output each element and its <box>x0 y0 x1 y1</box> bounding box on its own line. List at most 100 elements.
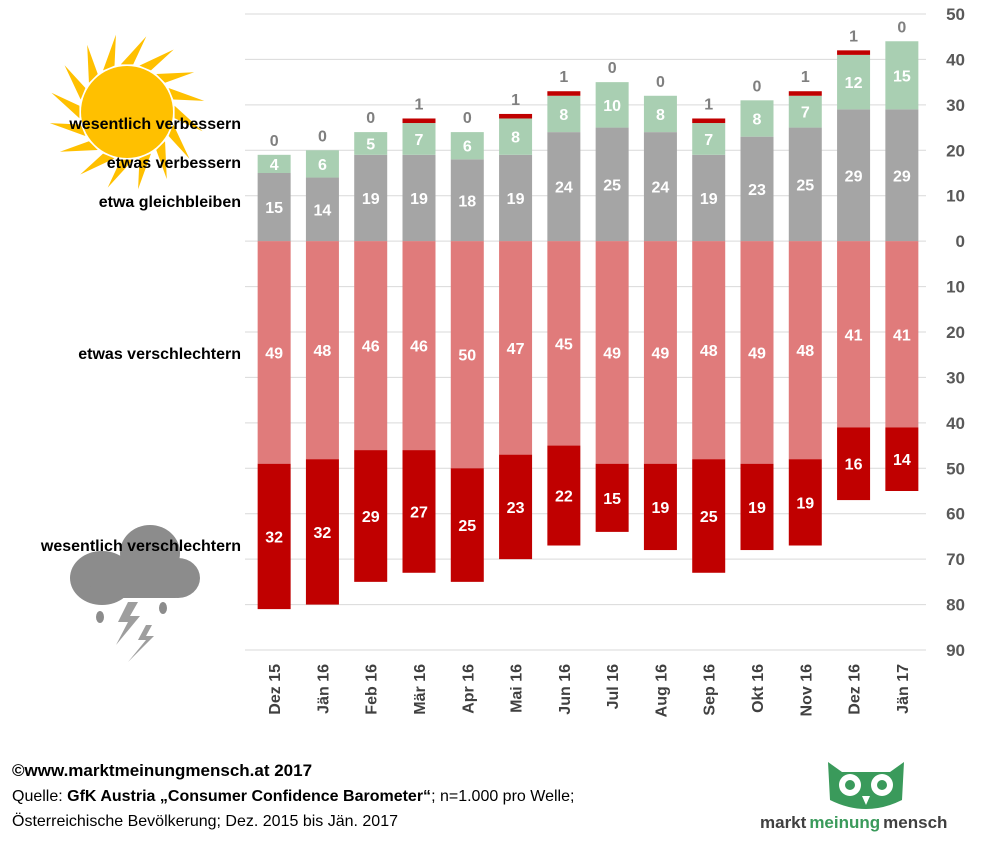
value-label: 6 <box>463 139 472 156</box>
sun-icon <box>49 34 205 190</box>
value-label: 19 <box>410 191 428 208</box>
value-label: 25 <box>603 177 621 194</box>
bar-segment <box>547 132 581 242</box>
bar-segment <box>692 118 726 124</box>
sun-ray <box>168 88 205 101</box>
value-label: 50 <box>458 348 476 365</box>
bar-segment <box>305 150 339 178</box>
x-tick-label: Dez 15 <box>267 664 284 715</box>
bar-segment <box>740 136 774 242</box>
bar-segment <box>595 82 629 128</box>
bar-segment <box>547 241 581 446</box>
bar-segment <box>305 177 339 242</box>
bar-segment <box>788 127 822 242</box>
lightning <box>116 602 140 645</box>
value-label: 6 <box>318 157 327 174</box>
y-tick-label: 30 <box>946 96 965 115</box>
x-tick-label: Sep 16 <box>702 664 719 716</box>
bar-segment <box>402 118 436 124</box>
value-label: 15 <box>603 491 621 508</box>
value-label: 19 <box>748 500 766 517</box>
y-tick-label: 20 <box>946 323 965 342</box>
bar-segment <box>643 463 677 551</box>
legend-label: etwas verschlechtern <box>78 346 241 363</box>
source-line-2: Österreichische Bevölkerung; Dez. 2015 b… <box>12 812 398 830</box>
y-tick-label: 70 <box>946 550 965 569</box>
sun-ray <box>51 92 80 119</box>
bar-segment <box>450 241 484 469</box>
sun-ray <box>156 141 167 180</box>
legend-label: wesentlich verbessern <box>68 116 241 133</box>
value-label: 1 <box>511 92 520 109</box>
bar-segment <box>692 123 726 155</box>
y-tick-label: 90 <box>946 641 965 660</box>
sun-ray <box>59 141 98 152</box>
sun-ray <box>168 124 190 159</box>
logo-part: meinung <box>809 813 880 832</box>
bar-segment <box>499 241 533 455</box>
y-tick-label: 20 <box>946 141 965 160</box>
value-label: 23 <box>748 182 766 199</box>
value-label: 48 <box>700 343 718 360</box>
value-label: 46 <box>362 339 380 356</box>
bar-segment <box>257 241 291 464</box>
value-label: 24 <box>555 180 573 197</box>
bar-segment <box>643 95 677 133</box>
value-label: 8 <box>559 107 568 124</box>
y-tick-label: 50 <box>946 5 965 24</box>
value-label: 4 <box>270 157 279 174</box>
sun-ray <box>156 72 195 83</box>
bar-segment <box>450 132 484 160</box>
value-label: 0 <box>897 19 906 36</box>
value-label: 8 <box>753 111 762 128</box>
value-label: 19 <box>362 191 380 208</box>
value-label: 8 <box>656 107 665 124</box>
source-rest: ; n=1.000 pro Welle; <box>431 788 574 805</box>
value-label: 32 <box>314 525 332 542</box>
y-tick-label: 50 <box>946 459 965 478</box>
value-label: 14 <box>893 452 911 469</box>
bar-segment <box>788 91 822 96</box>
value-label: 29 <box>893 168 911 185</box>
bar-segment <box>450 159 484 242</box>
bar-segment <box>499 118 533 155</box>
value-label: 19 <box>507 191 525 208</box>
x-tick-label: Mai 16 <box>509 664 526 713</box>
bar-segment <box>837 109 871 242</box>
value-label: 18 <box>458 193 476 210</box>
y-tick-label: 10 <box>946 187 965 206</box>
bar-segment <box>837 54 871 110</box>
bar-segment <box>692 154 726 242</box>
value-label: 1 <box>801 69 810 86</box>
bar-segment <box>837 427 871 501</box>
bar-segment <box>499 113 533 119</box>
cloud-part <box>90 565 190 598</box>
value-label: 0 <box>366 110 375 127</box>
source-bold: GfK Austria „Consumer Confidence Baromet… <box>67 788 431 805</box>
logo-part: mensch <box>883 813 947 832</box>
value-label: 1 <box>415 96 424 113</box>
bar-segment <box>257 154 291 173</box>
value-label: 10 <box>603 98 621 115</box>
x-tick-label: Jän 17 <box>895 664 912 714</box>
bar-segment <box>499 454 533 560</box>
bar-segment <box>885 41 919 110</box>
value-label: 41 <box>845 327 863 344</box>
bar-segment <box>595 463 629 532</box>
bar-segment <box>547 95 581 133</box>
bar-segment <box>354 450 388 582</box>
value-label: 0 <box>753 78 762 95</box>
bar-segment <box>402 241 436 451</box>
value-label: 48 <box>796 343 814 360</box>
bar-segment <box>499 154 533 242</box>
value-label: 29 <box>362 509 380 526</box>
rain-drop <box>159 602 167 614</box>
value-label: 7 <box>415 132 424 149</box>
value-label: 23 <box>507 500 525 517</box>
sun-core <box>81 66 173 158</box>
value-label: 0 <box>608 60 617 77</box>
value-label: 14 <box>314 202 332 219</box>
y-tick-label: 60 <box>946 505 965 524</box>
value-label: 19 <box>652 500 670 517</box>
